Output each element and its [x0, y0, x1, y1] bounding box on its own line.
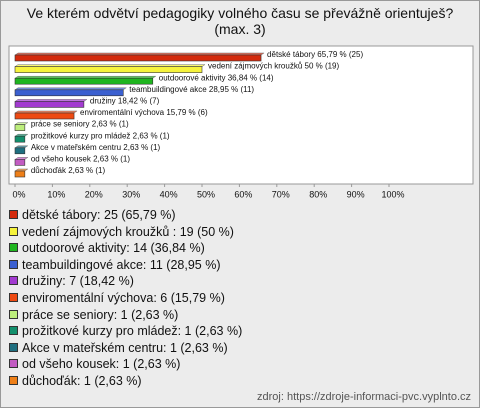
- bar: [14, 147, 26, 155]
- legend-swatch: [9, 375, 18, 385]
- legend-swatch: [9, 243, 18, 253]
- legend-item: teambuildingové akce: 11 (28,95 %): [9, 257, 242, 274]
- data-label: outdoorové aktivity 36,84 % (14): [159, 73, 274, 82]
- legend-item: Akce v mateřském centru: 1 (2,63 %): [9, 340, 242, 357]
- legend-label: družiny: 7 (18,42 %): [22, 274, 134, 289]
- legend-item: dětské tábory: 25 (65,79 %): [9, 207, 242, 224]
- data-label: dětské tábory 65,79 % (25): [267, 50, 363, 59]
- data-label: družiny 18,42 % (7): [90, 97, 160, 106]
- data-label: teambuildingové akce 28,95 % (11): [129, 85, 254, 94]
- bar-group: [14, 145, 29, 155]
- bar-top: [14, 64, 206, 67]
- legend-label: teambuildingové akce: 11 (28,95 %): [22, 257, 221, 272]
- x-tick-label: 100%: [381, 189, 404, 199]
- bar-group: [14, 52, 265, 62]
- bar-group: [14, 157, 29, 166]
- bar: [14, 101, 85, 108]
- data-label: důchoďák 2,63 % (1): [31, 166, 106, 175]
- legend-item: družiny: 7 (18,42 %): [9, 273, 242, 290]
- bar: [14, 112, 75, 120]
- legend-swatch: [9, 226, 18, 236]
- legend-swatch: [9, 292, 18, 302]
- chart-title: Ve kterém odvětví pedagogiky volného čas…: [26, 5, 454, 37]
- legend-label: dětské tábory: 25 (65,79 %): [22, 208, 176, 222]
- legend-label: prožitkové kurzy pro mládež: 1 (2,63 %): [22, 324, 243, 339]
- bar-top: [14, 99, 88, 102]
- legend-item: práce se seniory: 1 (2,63 %): [9, 307, 242, 324]
- legend-swatch: [9, 259, 18, 269]
- x-tick-label: 70%: [272, 189, 290, 199]
- legend-label: důchoďák: 1 (2,63 %): [22, 373, 142, 388]
- bar: [14, 124, 26, 131]
- legend-swatch: [9, 342, 18, 352]
- data-label: od všeho kousek 2,63 % (1): [31, 155, 131, 164]
- bar-group: [14, 64, 206, 73]
- bar-group: [14, 168, 29, 178]
- bar: [14, 135, 26, 143]
- legend-swatch: [9, 210, 18, 219]
- legend-label: práce se seniory: 1 (2,63 %): [22, 307, 179, 322]
- legend-item: prožitkové kurzy pro mládež: 1 (2,63 %): [9, 323, 242, 340]
- legend-swatch: [9, 326, 18, 336]
- x-tick-label: 20%: [85, 189, 103, 199]
- data-label: Akce v mateřském centru 2,63 % (1): [31, 143, 161, 152]
- bar-group: [14, 75, 157, 85]
- legend: dětské tábory: 25 (65,79 %) vedení zájmov…: [9, 207, 242, 390]
- data-label: vedení zájmových kroužků 50 % (19): [208, 62, 340, 71]
- chart: 0% 10% 20% 30% 40% 50% 60% 70% 80% 90% 100% dětské …: [8, 45, 474, 199]
- bar: [14, 54, 262, 62]
- bar-group: [14, 122, 29, 131]
- x-tick-label: 40%: [160, 189, 178, 199]
- bar-group: [14, 133, 29, 143]
- legend-swatch: [9, 276, 18, 286]
- x-tick-label: 60%: [234, 189, 252, 199]
- bar-group: [14, 110, 78, 120]
- legend-item: enviromentální výchova: 6 (15,79 %): [9, 290, 242, 307]
- bar: [14, 159, 26, 166]
- legend-swatch: [9, 359, 18, 369]
- legend-label: enviromentální výchova: 6 (15,79 %): [22, 290, 225, 305]
- legend-label: vedení zájmových kroužků : 19 (50 %): [22, 224, 234, 239]
- x-tick-label: 80%: [309, 189, 327, 199]
- bar: [14, 66, 203, 73]
- x-tick-label: 90%: [347, 189, 365, 199]
- legend-item: od všeho kousek: 1 (2,63 %): [9, 356, 242, 373]
- bar: [14, 89, 124, 97]
- legend-item: důchoďák: 1 (2,63 %): [9, 373, 242, 390]
- bar: [14, 77, 154, 85]
- legend-label: Akce v mateřském centru: 1 (2,63 %): [22, 340, 228, 355]
- legend-swatch: [9, 309, 18, 319]
- x-tick-label: 30%: [122, 189, 140, 199]
- bar-top: [14, 110, 78, 114]
- x-tick-label: 50%: [197, 189, 215, 199]
- bar: [14, 170, 26, 178]
- legend-item: vedení zájmových kroužků : 19 (50 %): [9, 224, 242, 241]
- legend-label: outdoorové aktivity: 14 (36,84 %): [22, 241, 205, 256]
- bar-group: [14, 87, 128, 97]
- bar-group: [14, 99, 88, 108]
- bar-top: [14, 75, 157, 79]
- legend-label: od všeho kousek: 1 (2,63 %): [22, 357, 181, 372]
- legend-item: outdoorové aktivity: 14 (36,84 %): [9, 240, 242, 257]
- data-label: práce se seniory 2,63 % (1): [31, 120, 129, 129]
- data-label: enviromentální výchova 15,79 % (6): [80, 108, 208, 117]
- x-tick-label: 10%: [47, 189, 65, 199]
- source: zdroj: https://zdroje-informaci-pvc.vypl…: [257, 391, 471, 403]
- bar-top: [14, 87, 128, 91]
- data-label: prožitkové kurzy pro mládež 2,63 % (1): [31, 131, 170, 140]
- x-tick-label: 0%: [12, 189, 25, 199]
